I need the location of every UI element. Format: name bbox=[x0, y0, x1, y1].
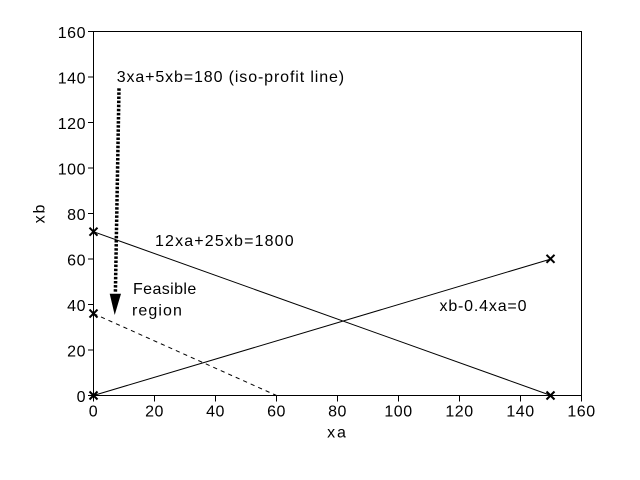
svg-text:region: region bbox=[132, 302, 183, 319]
svg-text:0: 0 bbox=[89, 404, 98, 421]
svg-text:160: 160 bbox=[58, 25, 86, 42]
svg-text:120: 120 bbox=[445, 404, 473, 421]
svg-text:Feasible: Feasible bbox=[133, 281, 197, 298]
svg-text:12xa+25xb=1800: 12xa+25xb=1800 bbox=[155, 233, 295, 250]
svg-text:xa: xa bbox=[327, 425, 348, 442]
svg-text:100: 100 bbox=[384, 404, 412, 421]
svg-text:120: 120 bbox=[58, 116, 86, 133]
svg-text:60: 60 bbox=[267, 404, 286, 421]
svg-text:100: 100 bbox=[58, 161, 86, 178]
svg-text:20: 20 bbox=[67, 343, 86, 360]
svg-text:60: 60 bbox=[67, 252, 86, 269]
svg-text:40: 40 bbox=[67, 298, 86, 315]
svg-text:140: 140 bbox=[506, 404, 534, 421]
svg-text:3xa+5xb=180 (iso-profit line): 3xa+5xb=180 (iso-profit line) bbox=[117, 69, 345, 86]
svg-text:0: 0 bbox=[77, 389, 86, 406]
svg-text:140: 140 bbox=[58, 70, 86, 87]
svg-text:xb: xb bbox=[32, 203, 49, 224]
svg-text:20: 20 bbox=[145, 404, 164, 421]
svg-text:160: 160 bbox=[567, 404, 595, 421]
svg-text:80: 80 bbox=[67, 207, 86, 224]
svg-text:80: 80 bbox=[328, 404, 347, 421]
svg-text:xb-0.4xa=0: xb-0.4xa=0 bbox=[440, 298, 528, 315]
svg-text:40: 40 bbox=[206, 404, 225, 421]
